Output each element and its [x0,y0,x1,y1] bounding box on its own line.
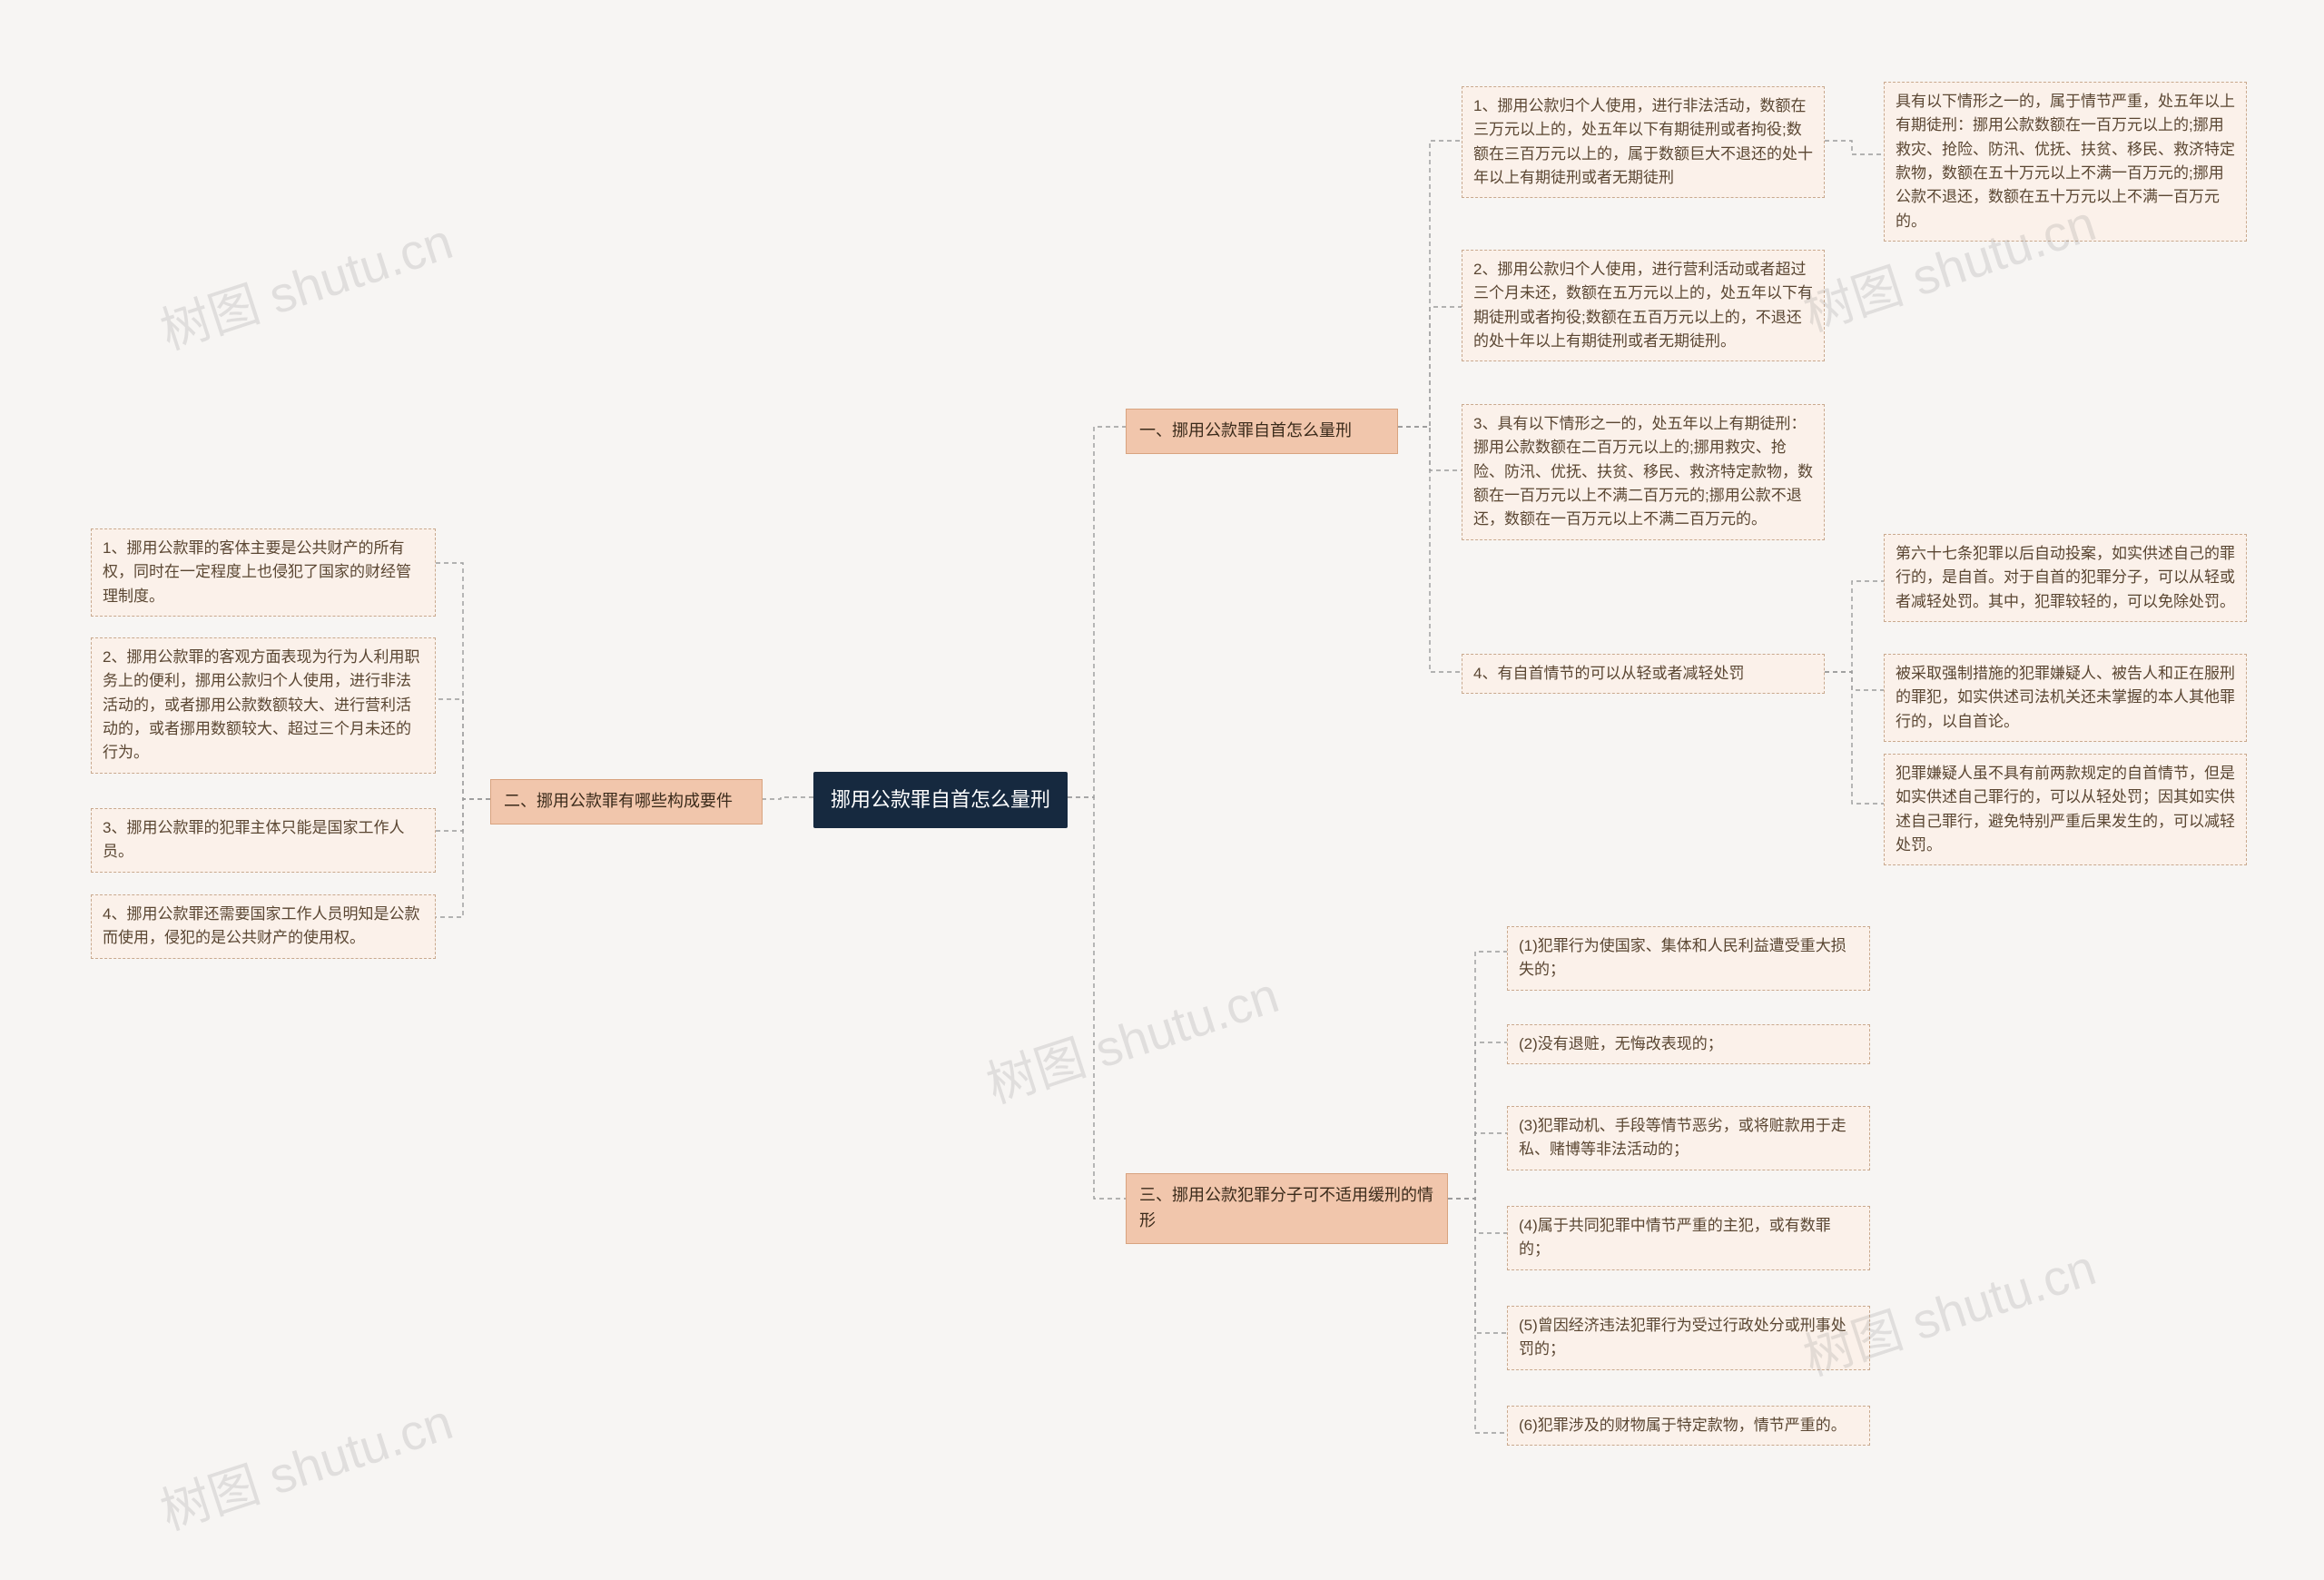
r1d-grandchild-2: 被采取强制措施的犯罪嫌疑人、被告人和正在服刑的罪犯，如实供述司法机关还未掌握的本… [1884,654,2247,742]
left-1-child-1: 1、挪用公款罪的客体主要是公共财产的所有权，同时在一定程度上也侵犯了国家的财经管… [91,528,436,617]
r1d-grandchild-1: 第六十七条犯罪以后自动投案，如实供述自己的罪行的，是自首。对于自首的犯罪分子，可… [1884,534,2247,622]
watermark: 树图 shutu.cn [976,954,1286,1117]
r1-child-4: 4、有自首情节的可以从轻或者减轻处罚 [1462,654,1825,694]
r1-child-3: 3、具有以下情形之一的，处五年以上有期徒刑：挪用公款数额在二百万元以上的;挪用救… [1462,404,1825,540]
r2-child-4: (4)属于共同犯罪中情节严重的主犯，或有数罪的； [1507,1206,1870,1270]
left-1-child-2: 2、挪用公款罪的客观方面表现为行为人利用职务上的便利，挪用公款归个人使用，进行非… [91,637,436,774]
r2-child-2: (2)没有退赃，无悔改表现的； [1507,1024,1870,1064]
branch-right-2: 三、挪用公款犯罪分子可不适用缓刑的情形 [1126,1173,1448,1244]
branch-right-1: 一、挪用公款罪自首怎么量刑 [1126,409,1398,454]
r1d-grandchild-3: 犯罪嫌疑人虽不具有前两款规定的自首情节，但是如实供述自己罪行的，可以从轻处罚；因… [1884,754,2247,865]
r2-child-1: (1)犯罪行为使国家、集体和人民利益遭受重大损失的； [1507,926,1870,991]
watermark: 树图 shutu.cn [150,1381,460,1544]
left-1-child-3: 3、挪用公款罪的犯罪主体只能是国家工作人员。 [91,808,436,873]
r2-child-6: (6)犯罪涉及的财物属于特定款物，情节严重的。 [1507,1406,1870,1446]
r2-child-3: (3)犯罪动机、手段等情节恶劣，或将赃款用于走私、赌博等非法活动的； [1507,1106,1870,1170]
r2-child-5: (5)曾因经济违法犯罪行为受过行政处分或刑事处罚的； [1507,1306,1870,1370]
r1-child-1: 1、挪用公款归个人使用，进行非法活动，数额在三万元以上的，处五年以下有期徒刑或者… [1462,86,1825,198]
root-node: 挪用公款罪自首怎么量刑 [813,772,1068,828]
watermark: 树图 shutu.cn [150,201,460,363]
r1a-grandchild-1: 具有以下情形之一的，属于情节严重，处五年以上有期徒刑：挪用公款数额在一百万元以上… [1884,82,2247,242]
r1-child-2: 2、挪用公款归个人使用，进行营利活动或者超过三个月未还，数额在五万元以上的，处五… [1462,250,1825,361]
left-1-child-4: 4、挪用公款罪还需要国家工作人员明知是公款而使用，侵犯的是公共财产的使用权。 [91,894,436,959]
branch-left-1: 二、挪用公款罪有哪些构成要件 [490,779,763,825]
